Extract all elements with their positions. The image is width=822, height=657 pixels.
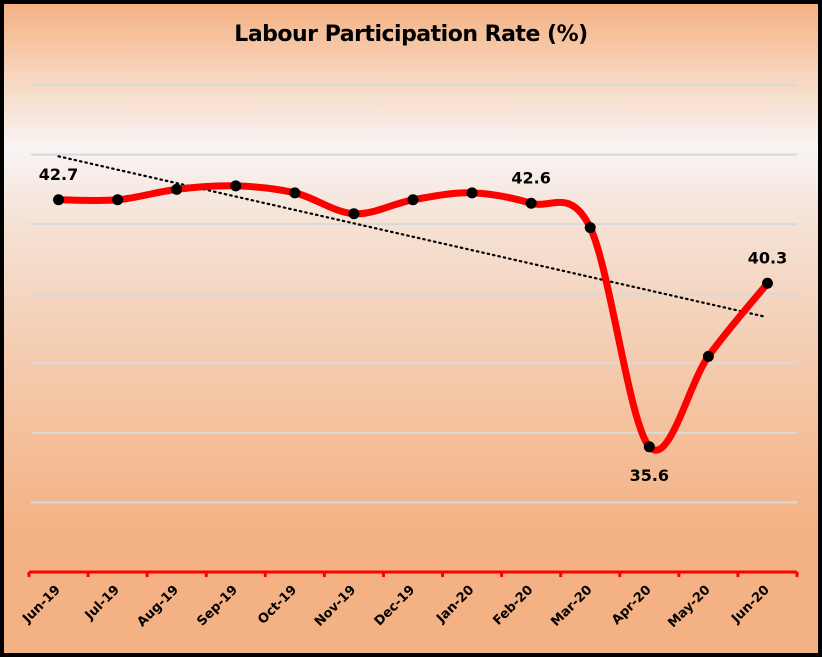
x-tick-label: Jul-19 xyxy=(82,583,123,624)
data-point-marker[interactable] xyxy=(289,187,301,199)
data-label: 40.3 xyxy=(748,248,787,267)
data-point-marker[interactable] xyxy=(584,222,596,234)
data-point-marker[interactable] xyxy=(171,183,183,195)
data-point-marker[interactable] xyxy=(112,194,124,206)
x-tick-label: Sep-19 xyxy=(194,583,241,630)
series-line xyxy=(55,182,771,454)
chart-title: Labour Participation Rate (%) xyxy=(234,22,588,47)
x-tick-label: Mar-20 xyxy=(548,583,595,630)
data-point-marker[interactable] xyxy=(348,208,360,220)
x-tick-label: Jan-20 xyxy=(433,583,477,627)
x-tick-label: Dec-19 xyxy=(372,583,419,630)
data-point-marker[interactable] xyxy=(525,197,537,209)
x-tick-label: Apr-20 xyxy=(609,583,654,628)
x-tick-label: Oct-19 xyxy=(255,583,300,628)
trendline xyxy=(57,155,765,318)
x-tick-label: Aug-19 xyxy=(135,583,182,630)
data-point-marker[interactable] xyxy=(230,180,242,192)
x-tick-label: Nov-19 xyxy=(312,583,359,630)
x-tick-label: May-20 xyxy=(665,583,713,631)
data-point-marker[interactable] xyxy=(53,194,65,206)
x-tick-label: Jun-19 xyxy=(19,583,63,627)
data-point-marker[interactable] xyxy=(761,277,773,289)
chart-frame xyxy=(4,4,818,653)
data-point-marker[interactable] xyxy=(643,441,655,453)
x-tick-label: Jun-20 xyxy=(728,583,772,627)
data-label: 35.6 xyxy=(630,466,669,485)
data-label: 42.7 xyxy=(39,165,78,184)
data-point-marker[interactable] xyxy=(407,194,419,206)
data-point-marker[interactable] xyxy=(466,187,478,199)
data-point-marker[interactable] xyxy=(702,350,714,362)
x-tick-label: Feb-20 xyxy=(490,583,536,629)
data-label: 42.6 xyxy=(511,168,550,187)
